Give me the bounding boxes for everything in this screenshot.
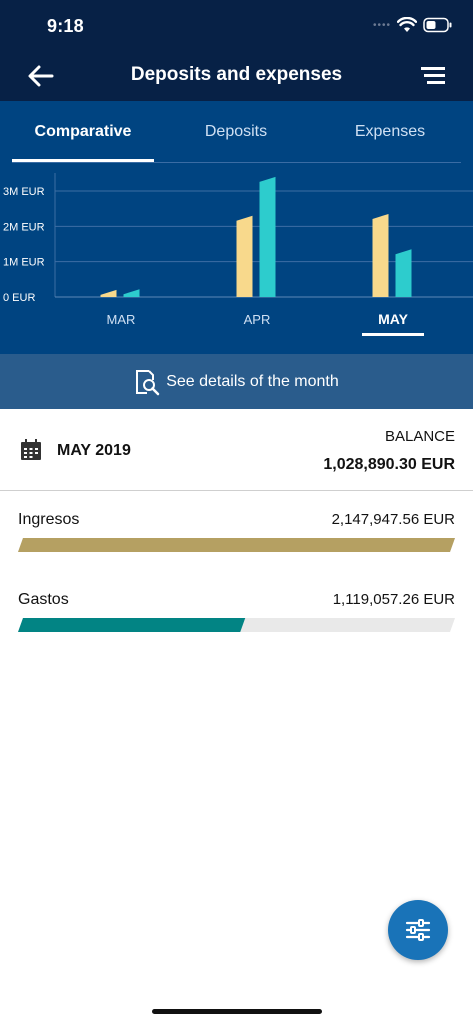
filter-sliders-icon — [405, 919, 431, 941]
bar-mar-0[interactable] — [100, 289, 117, 297]
calendar-icon — [21, 439, 41, 460]
top-bar: 9:18 •••• Deposits and expenses — [0, 0, 473, 101]
progress-fill — [18, 538, 455, 552]
bar-may-1[interactable] — [395, 249, 412, 297]
expenses-row: Gastos 1,119,057.26 EUR — [18, 591, 455, 636]
wifi-icon — [397, 17, 417, 32]
chart-panel: Comparative Deposits Expenses 0 EUR 1M EU… — [0, 101, 473, 354]
progress-fill — [18, 618, 246, 632]
expenses-value: 1,119,057.26 EUR — [332, 591, 455, 608]
balance-label: BALANCE — [384, 428, 455, 445]
bar-mar-1[interactable] — [123, 289, 140, 297]
bar-apr-0[interactable] — [236, 215, 253, 297]
y-tick-label: 0 EUR — [3, 292, 35, 304]
expenses-progress-bar — [18, 618, 455, 632]
bar-chart: 0 EUR 1M EUR 2M EUR 3M EUR MAR APR MAY — [3, 173, 473, 336]
active-tab-indicator — [12, 159, 154, 162]
menu-icon — [421, 67, 445, 84]
home-indicator — [152, 1009, 322, 1014]
bar-apr-1[interactable] — [259, 176, 276, 297]
expenses-label: Gastos — [18, 591, 69, 608]
arrow-left-icon — [28, 65, 54, 87]
month-label: MAY 2019 — [57, 442, 131, 459]
y-tick-label: 2M EUR — [3, 221, 45, 233]
filter-button[interactable] — [388, 900, 448, 960]
tab-expenses[interactable]: Expenses — [354, 123, 426, 140]
see-details-button[interactable]: See details of the month — [0, 354, 473, 409]
x-tick-label-may[interactable]: MAY — [378, 311, 408, 327]
tab-deposits[interactable]: Deposits — [204, 123, 268, 140]
selected-month-underline — [362, 333, 424, 336]
see-details-label: See details of the month — [166, 372, 339, 390]
income-progress-bar — [18, 538, 455, 552]
tab-bar: Comparative Deposits Expenses — [0, 101, 473, 163]
income-value: 2,147,947.56 EUR — [331, 511, 455, 528]
income-label: Ingresos — [18, 511, 80, 528]
signal-dots-icon: •••• — [372, 19, 391, 31]
x-tick-label-apr[interactable]: APR — [244, 312, 271, 327]
tabs-divider — [12, 162, 461, 163]
bar-may-0[interactable] — [372, 213, 389, 297]
back-button[interactable] — [26, 62, 56, 90]
y-tick-label: 3M EUR — [3, 186, 45, 198]
x-tick-label-mar[interactable]: MAR — [107, 312, 136, 327]
magnify-document-icon — [136, 369, 160, 395]
battery-icon — [423, 17, 452, 33]
y-tick-label: 1M EUR — [3, 257, 45, 269]
balance-value: 1,028,890.30 EUR — [323, 456, 455, 473]
tab-comparative[interactable]: Comparative — [34, 123, 132, 140]
status-time: 9:18 — [47, 16, 84, 36]
income-row: Ingresos 2,147,947.56 EUR — [18, 511, 455, 556]
month-summary: MAY 2019 BALANCE 1,028,890.30 EUR — [0, 409, 473, 491]
menu-button[interactable] — [421, 65, 445, 87]
status-icons: •••• — [373, 15, 453, 35]
page-title: Deposits and expenses — [130, 64, 343, 85]
